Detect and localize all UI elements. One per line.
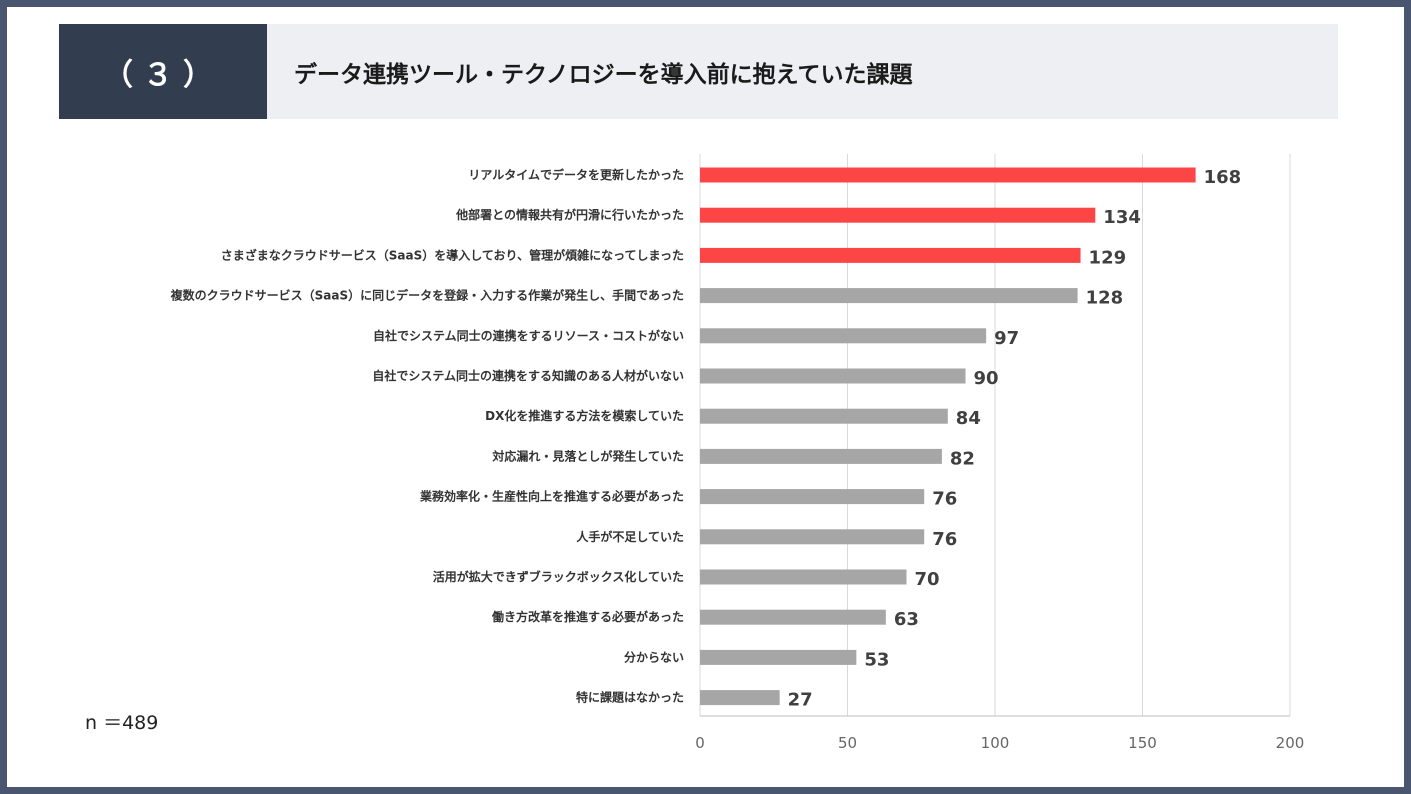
bar-12 [700,609,886,625]
bar-6 [700,368,966,384]
header-band: （３） データ連携ツール・テクノロジーを導入前に抱えていた課題 [59,24,1338,119]
page-title: データ連携ツール・テクノロジーを導入前に抱えていた課題 [294,61,913,88]
category-label-4: 複数のクラウドサービス（SaaS）に同じデータを登録・入力する作業が発生し、手間… [170,288,684,303]
value-label-2: 134 [1103,207,1141,228]
bar-8 [700,448,942,464]
bar-7 [700,408,948,424]
value-label-14: 27 [788,690,813,711]
bar-5 [700,328,987,344]
value-label-11: 70 [915,569,940,590]
x-tick-label-150: 150 [1128,734,1157,752]
bar-3 [700,247,1081,263]
category-label-12: 働き方改革を推進する必要があった [491,609,684,624]
bar-13 [700,649,857,665]
value-label-8: 82 [950,448,975,469]
bar-11 [700,569,907,585]
value-label-6: 90 [974,368,999,389]
value-label-12: 63 [894,609,919,630]
category-label-1: リアルタイムでデータを更新したかった [468,167,684,182]
value-label-5: 97 [994,328,1019,349]
value-label-4: 128 [1086,288,1124,309]
category-label-7: DX化を推進する方法を模索していた [485,408,684,423]
x-tick-label-50: 50 [838,734,857,752]
category-label-8: 対応漏れ・見落としが発生していた [491,448,684,463]
x-tick-label-100: 100 [981,734,1010,752]
category-label-3: さまざまなクラウドサービス（SaaS）を導入しており、管理が煩雑になってしまった [221,247,684,262]
category-label-14: 特に課題はなかった [576,690,684,705]
value-label-13: 53 [864,649,889,670]
category-label-9: 業務効率化・生産性向上を推進する必要があった [419,489,684,504]
bar-14 [700,690,780,706]
sample-size: n ＝489 [85,712,159,734]
value-label-7: 84 [956,408,981,429]
bar-1 [700,167,1196,183]
x-tick-label-0: 0 [695,734,705,752]
bar-9 [700,489,925,505]
value-label-9: 76 [932,489,957,510]
category-label-13: 分からない [624,649,684,664]
bar-10 [700,529,925,545]
section-number: （３） [59,24,267,119]
category-label-10: 人手が不足していた [576,529,684,544]
value-label-1: 168 [1204,167,1242,188]
category-label-2: 他部署との情報共有が円滑に行いたかった [455,207,684,222]
value-label-3: 129 [1089,247,1127,268]
bar-4 [700,288,1078,304]
category-label-5: 自社でシステム同士の連携をするリソース・コストがない [373,328,684,343]
category-label-6: 自社でシステム同士の連携をする知識のある人材がいない [372,368,684,383]
bar-2 [700,207,1096,223]
x-tick-label-200: 200 [1276,734,1305,752]
value-label-10: 76 [932,529,957,550]
category-label-11: 活用が拡大できずブラックボックス化していた [433,569,684,584]
